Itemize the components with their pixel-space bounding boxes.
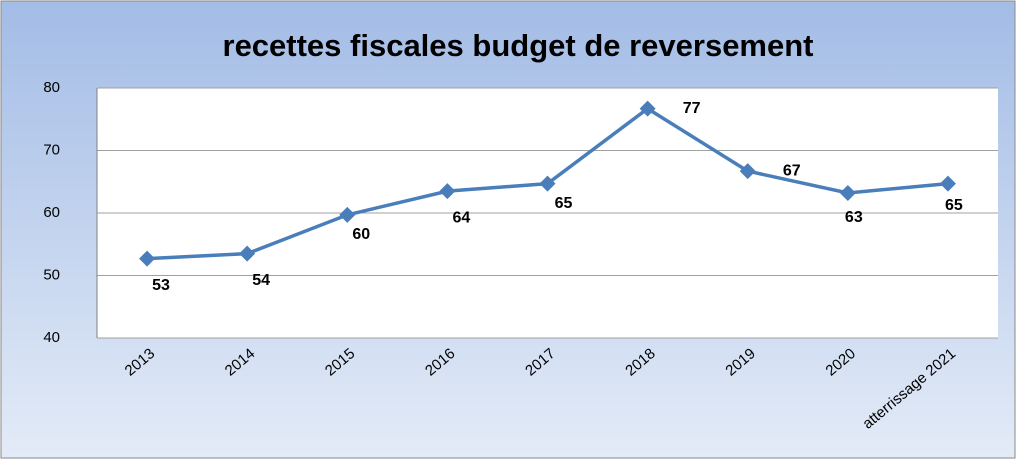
marker bbox=[439, 183, 456, 200]
marker bbox=[239, 245, 256, 262]
marker bbox=[539, 175, 556, 192]
marker bbox=[739, 163, 756, 180]
y-tick-label: 70 bbox=[43, 141, 60, 158]
data-label: 77 bbox=[683, 100, 701, 117]
data-label: 63 bbox=[845, 209, 863, 226]
y-tick-label: 80 bbox=[43, 79, 60, 96]
marker bbox=[339, 206, 356, 223]
marker bbox=[139, 250, 156, 267]
data-label: 53 bbox=[152, 277, 170, 294]
data-label: 60 bbox=[352, 226, 370, 243]
data-label: 54 bbox=[252, 272, 270, 289]
data-label: 64 bbox=[452, 209, 470, 226]
y-tick-label: 40 bbox=[43, 329, 60, 346]
data-label: 65 bbox=[555, 195, 573, 212]
marker bbox=[839, 185, 856, 201]
marker bbox=[939, 175, 956, 192]
marker bbox=[639, 100, 656, 117]
y-tick-label: 60 bbox=[43, 204, 60, 221]
y-tick-label: 50 bbox=[43, 266, 60, 283]
data-label: 67 bbox=[783, 162, 801, 179]
data-label: 65 bbox=[945, 197, 963, 214]
chart-title: recettes fiscales budget de reversement bbox=[223, 28, 814, 63]
